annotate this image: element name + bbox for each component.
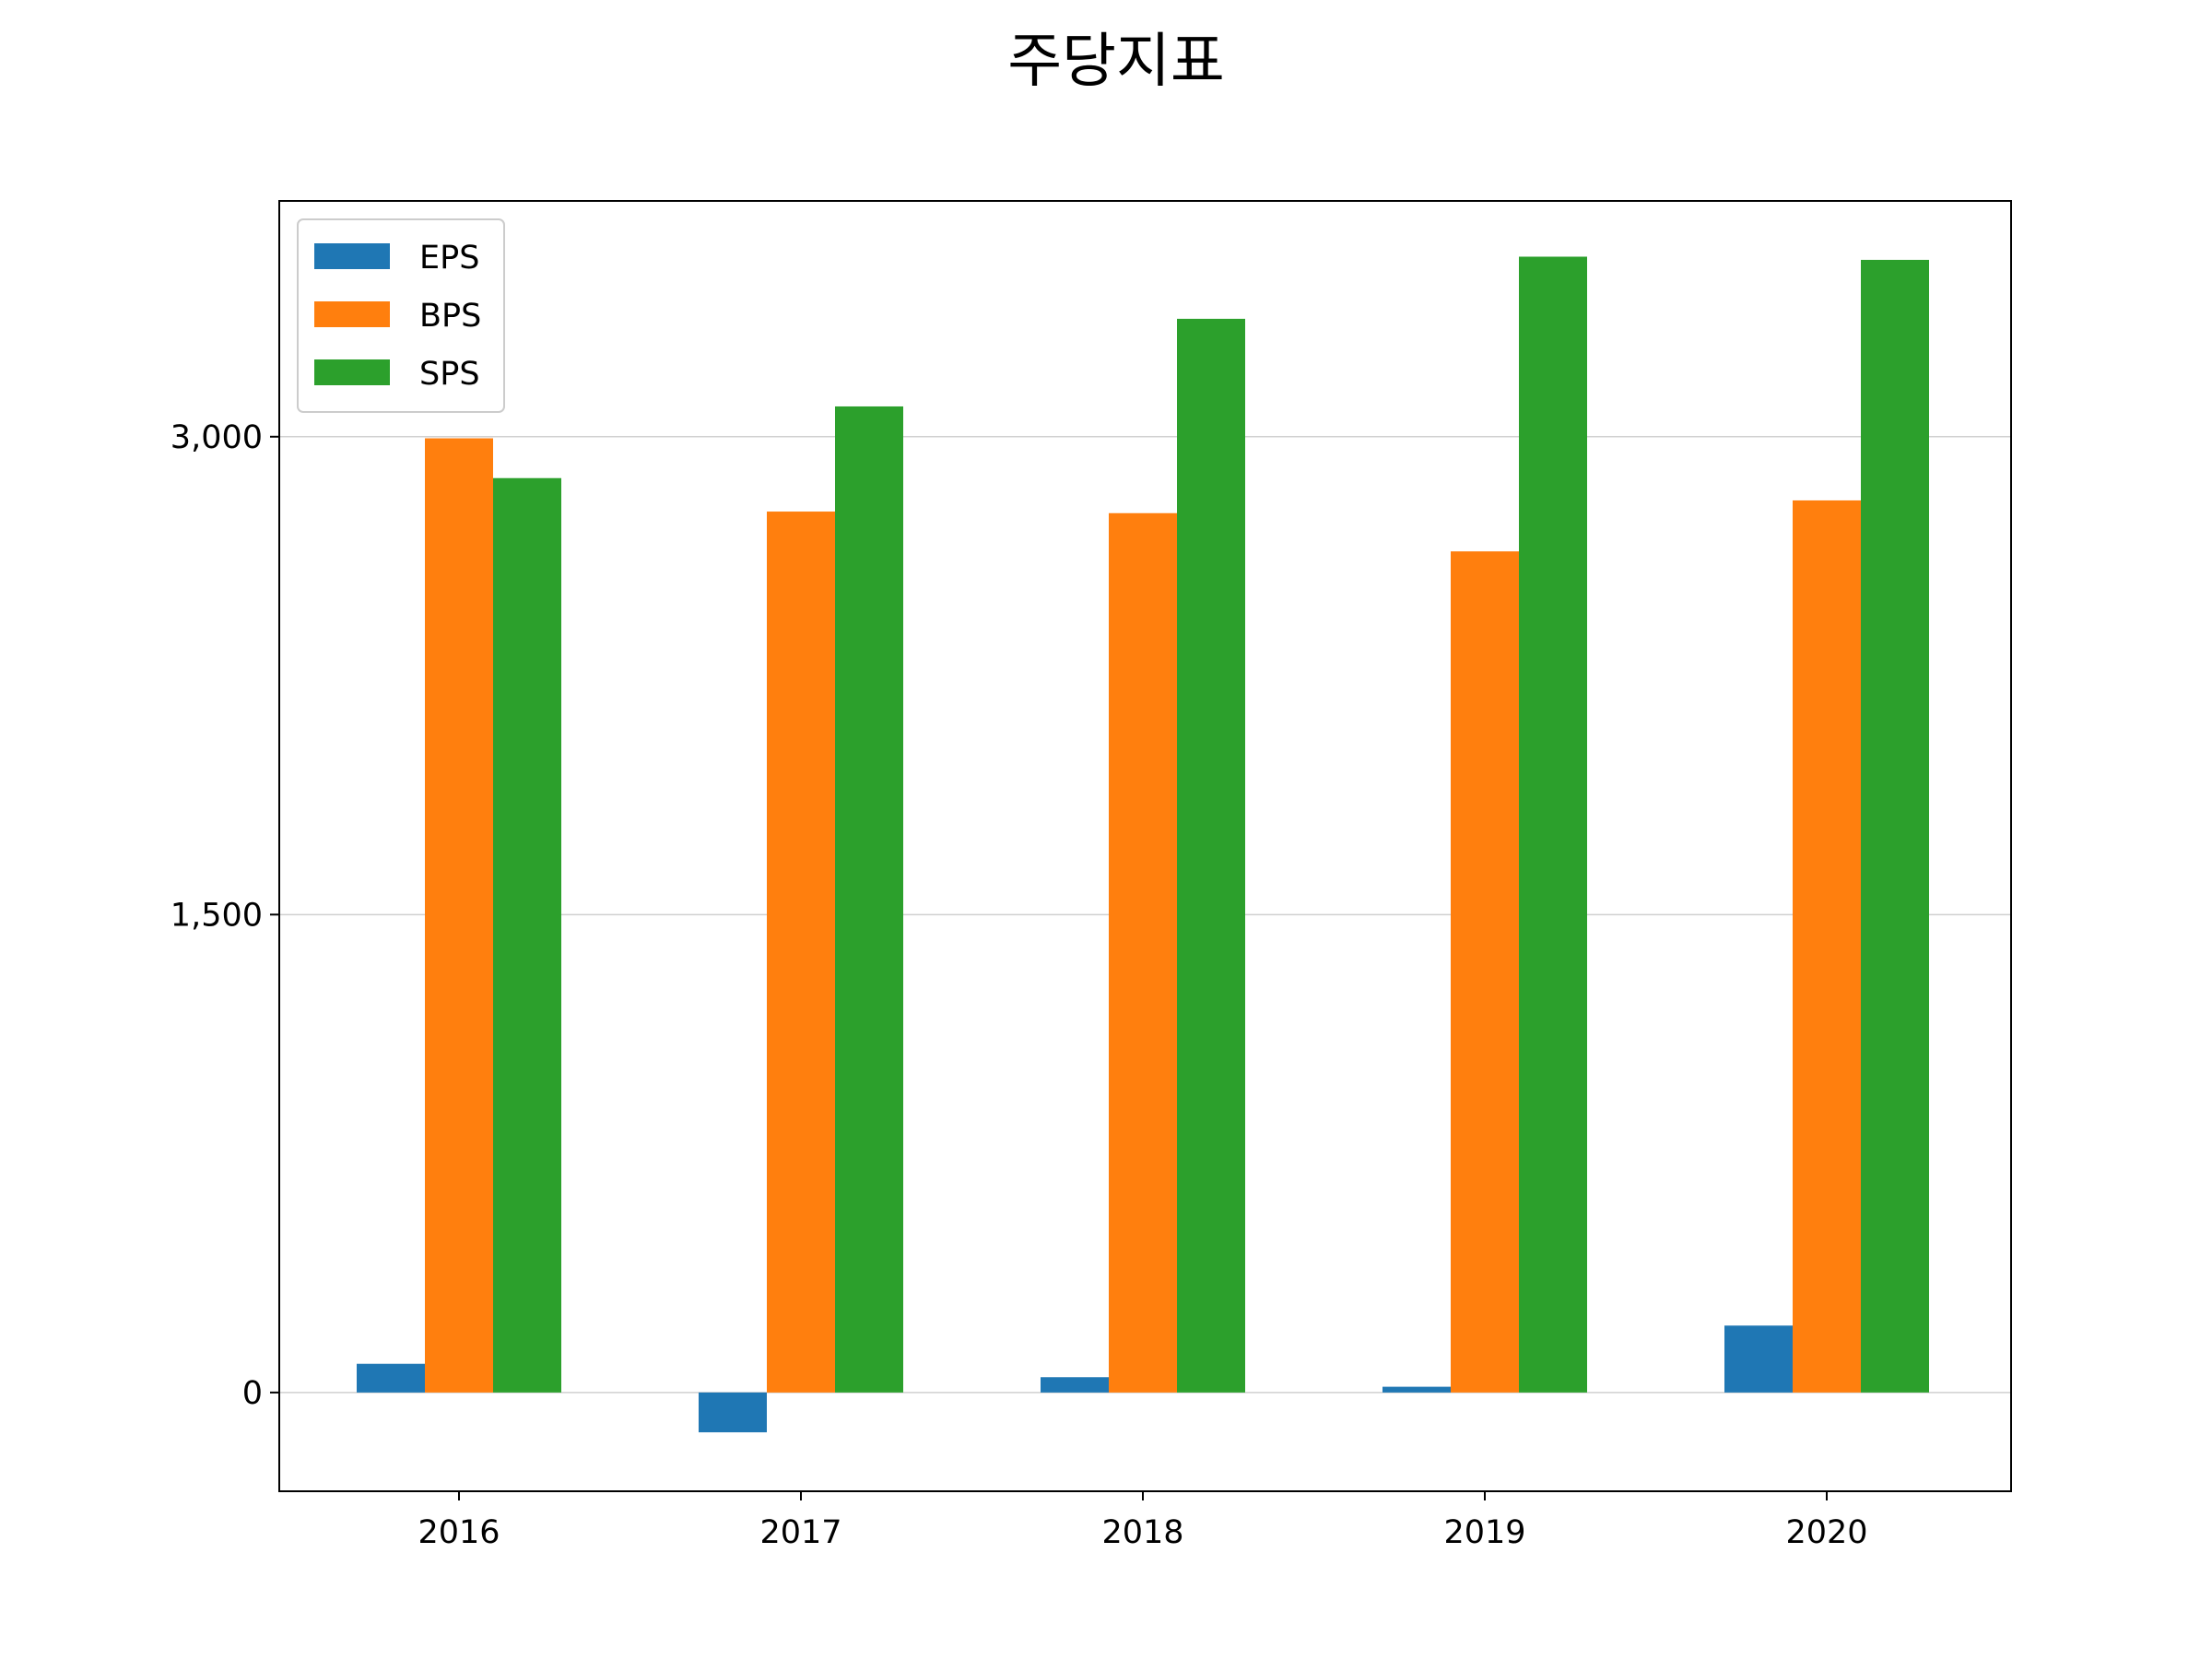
y-tick-label: 1,500 <box>171 897 263 934</box>
x-tick-label: 2019 <box>1443 1514 1525 1551</box>
x-tick-label: 2020 <box>1785 1514 1867 1551</box>
y-axis-ticks: 0 1,500 3,000 <box>171 419 279 1412</box>
bar-eps-2020 <box>1724 1325 1793 1393</box>
legend-swatch-bps <box>314 301 390 327</box>
bar-eps-2018 <box>1041 1377 1109 1393</box>
bar-sps-2020 <box>1861 259 1929 1393</box>
x-tick-label: 2016 <box>418 1514 500 1551</box>
bar-eps-2019 <box>1382 1386 1451 1393</box>
bar-bps-2017 <box>767 512 835 1393</box>
bar-bps-2018 <box>1109 512 1177 1393</box>
bar-sps-2016 <box>493 477 561 1393</box>
bar-sps-2018 <box>1177 318 1245 1393</box>
bar-eps-2016 <box>357 1363 425 1393</box>
bar-sps-2019 <box>1519 256 1587 1393</box>
y-tick-label: 3,000 <box>171 419 263 456</box>
plot-area-frame <box>278 200 2012 1492</box>
legend-swatch-sps <box>314 359 390 385</box>
x-tick-label: 2017 <box>759 1514 841 1551</box>
bar-bps-2019 <box>1451 551 1519 1393</box>
bar-sps-2017 <box>835 406 903 1393</box>
legend-label-bps: BPS <box>419 298 481 335</box>
bars <box>357 256 1929 1433</box>
legend-label-sps: SPS <box>419 356 480 393</box>
y-tick-label: 0 <box>242 1375 263 1412</box>
bar-eps-2017 <box>699 1392 767 1433</box>
chart-title: 주당지표 <box>1007 28 1225 96</box>
legend-label-eps: EPS <box>419 240 479 276</box>
legend: EPS BPS SPS <box>297 218 505 413</box>
bar-bps-2016 <box>425 438 493 1393</box>
bar-bps-2020 <box>1793 500 1861 1393</box>
x-tick-label: 2018 <box>1101 1514 1183 1551</box>
x-axis-ticks: 2016 2017 2018 2019 2020 <box>418 1491 1868 1551</box>
legend-swatch-eps <box>314 243 390 269</box>
